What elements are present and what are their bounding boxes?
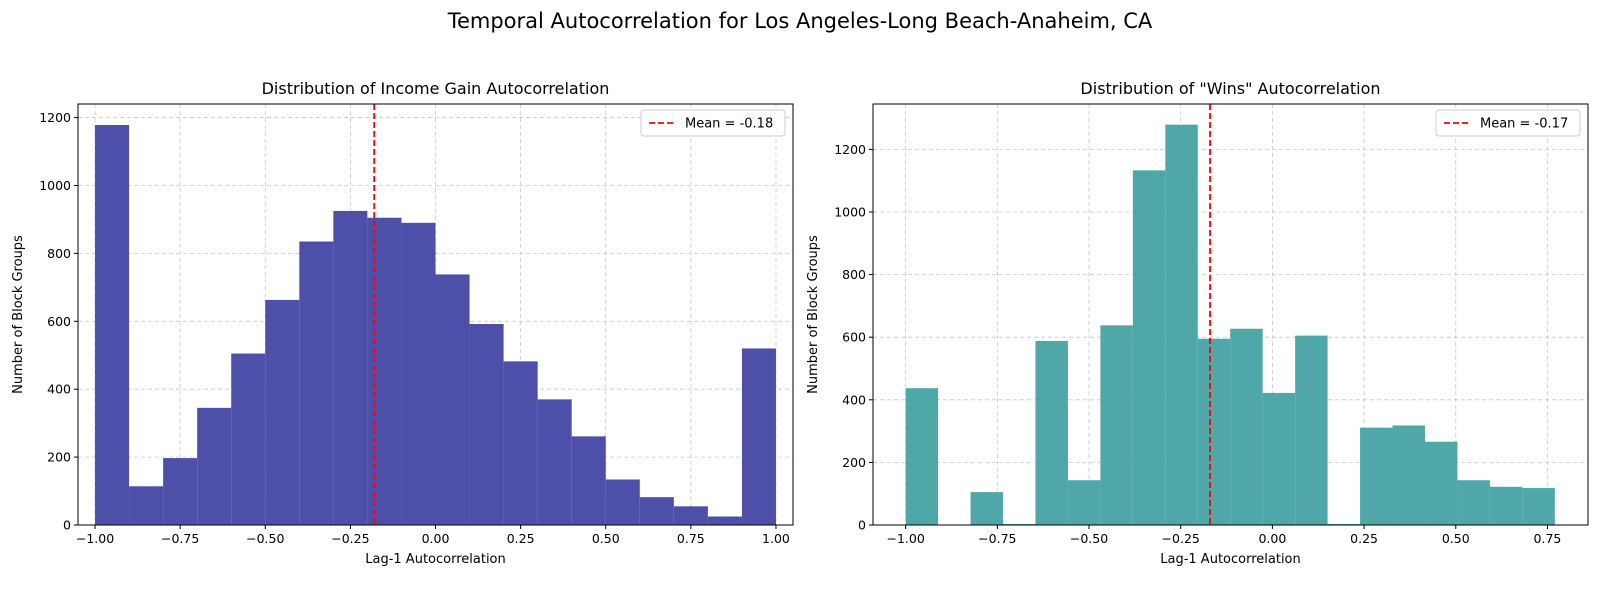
x-tick-label: 1.00 bbox=[762, 531, 790, 546]
legend: Mean = -0.18 bbox=[640, 109, 786, 137]
y-tick-label: 800 bbox=[842, 267, 866, 282]
y-tick-label: 600 bbox=[47, 314, 71, 329]
histogram-bar bbox=[1522, 488, 1555, 525]
x-tick-label: 0.25 bbox=[1350, 531, 1378, 546]
panel-title: Distribution of "Wins" Autocorrelation bbox=[1080, 79, 1380, 98]
y-tick-label: 600 bbox=[842, 330, 866, 345]
panel-wins: −1.00 −0.75 −0.50 −0.25 0.00 0.25 0.50 0.75 0 200… bbox=[806, 79, 1589, 567]
histogram-bar bbox=[333, 210, 368, 526]
histogram-bar bbox=[299, 241, 334, 525]
histogram-bar bbox=[231, 353, 266, 525]
y-tick-label: 1200 bbox=[39, 110, 71, 125]
x-tick-label: 0.50 bbox=[1442, 531, 1470, 546]
histogram-bar bbox=[707, 516, 742, 525]
y-tick-label: 0 bbox=[858, 518, 866, 533]
y-tick-label: 1000 bbox=[834, 204, 866, 219]
histogram-bar bbox=[905, 388, 939, 525]
histogram-bar bbox=[1360, 427, 1393, 525]
histogram-bar bbox=[673, 506, 708, 525]
histogram-bar bbox=[639, 497, 674, 525]
histogram-bar bbox=[265, 299, 300, 525]
histogram-bar bbox=[605, 479, 640, 525]
histogram-bar bbox=[435, 274, 470, 525]
histogram-bar bbox=[197, 407, 232, 525]
x-tick-label: 0.25 bbox=[507, 531, 535, 546]
histogram-bar bbox=[1424, 441, 1458, 525]
histogram-bar bbox=[163, 458, 198, 525]
histogram-bar bbox=[367, 217, 402, 525]
axes-frame bbox=[872, 103, 1589, 526]
histogram-bar bbox=[469, 324, 504, 525]
histogram-bar bbox=[1165, 124, 1198, 525]
x-tick-label: 0.00 bbox=[1258, 531, 1286, 546]
histogram-bar bbox=[970, 492, 1004, 525]
x-axis-label: Lag-1 Autocorrelation bbox=[365, 552, 506, 567]
histogram-bar bbox=[95, 125, 130, 526]
y-axis-label: Number of Block Groups bbox=[806, 235, 821, 394]
histogram-bar bbox=[1262, 392, 1296, 525]
y-tick-label: 1200 bbox=[834, 142, 866, 157]
x-tick-label: −0.50 bbox=[246, 531, 284, 546]
x-tick-label: 0.00 bbox=[422, 531, 450, 546]
y-tick-label: 800 bbox=[47, 246, 71, 261]
histogram-bar bbox=[1100, 325, 1133, 525]
y-tick-label: 200 bbox=[47, 450, 71, 465]
histogram-bar bbox=[1230, 328, 1263, 525]
x-axis-label: Lag-1 Autocorrelation bbox=[1160, 552, 1301, 567]
x-tick-label: −1.00 bbox=[886, 531, 924, 546]
histogram-bar bbox=[1489, 486, 1523, 525]
figure-title: Temporal Autocorrelation for Los Angeles… bbox=[447, 9, 1153, 33]
x-tick-label: −0.75 bbox=[161, 531, 199, 546]
x-tick-label: −0.25 bbox=[331, 531, 369, 546]
y-tick-label: 400 bbox=[842, 392, 866, 407]
x-tick-label: −1.00 bbox=[76, 531, 114, 546]
histogram-bar bbox=[1457, 480, 1490, 525]
histogram-bar bbox=[129, 486, 164, 525]
x-tick-label: 0.50 bbox=[592, 531, 620, 546]
x-tick-label: 0.75 bbox=[677, 531, 705, 546]
y-tick-label: 400 bbox=[47, 382, 71, 397]
histogram-bar bbox=[571, 436, 606, 525]
histogram-bar bbox=[1392, 425, 1425, 525]
histogram-bar bbox=[503, 361, 538, 525]
panel-income-gain: −1.00 −0.75 −0.50 −0.25 0.00 0.25 0.50 0.75 1.00… bbox=[11, 79, 794, 567]
y-tick-label: 1000 bbox=[39, 178, 71, 193]
panel-title: Distribution of Income Gain Autocorrelat… bbox=[262, 79, 610, 98]
legend-label: Mean = -0.17 bbox=[1480, 117, 1568, 132]
x-tick-label: −0.50 bbox=[1070, 531, 1108, 546]
histogram-bar bbox=[1067, 480, 1101, 525]
histogram-bar bbox=[1132, 170, 1166, 525]
x-tick-label: −0.75 bbox=[978, 531, 1016, 546]
x-tick-label: 0.75 bbox=[1534, 531, 1562, 546]
histogram-bar bbox=[537, 399, 572, 525]
y-tick-label: 0 bbox=[63, 518, 71, 533]
histogram-bar bbox=[741, 348, 776, 525]
histogram-bar bbox=[1035, 340, 1068, 525]
histogram-bar bbox=[401, 222, 436, 526]
legend: Mean = -0.17 bbox=[1435, 109, 1581, 137]
y-tick-label: 200 bbox=[842, 455, 866, 470]
y-axis-label: Number of Block Groups bbox=[11, 235, 26, 394]
histogram-bar bbox=[1295, 335, 1328, 525]
legend-box bbox=[640, 109, 786, 137]
x-tick-label: −0.25 bbox=[1162, 531, 1200, 546]
legend-label: Mean = -0.18 bbox=[685, 117, 773, 132]
histogram-bar bbox=[1197, 338, 1231, 525]
legend-box bbox=[1435, 109, 1581, 137]
